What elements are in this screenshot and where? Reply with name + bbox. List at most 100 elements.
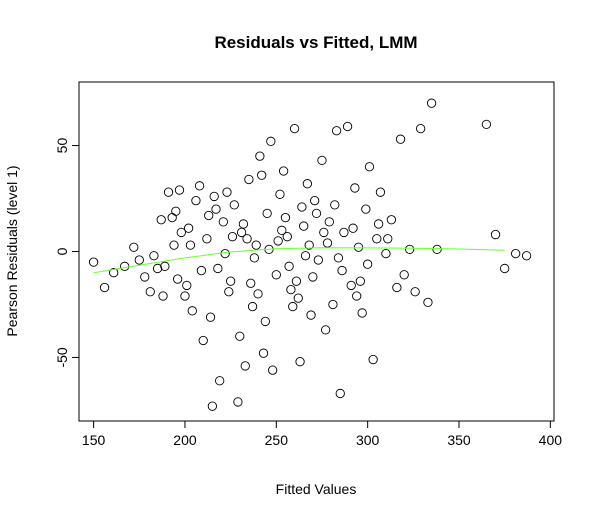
data-point — [183, 223, 194, 233]
data-point — [260, 316, 270, 327]
y-axis-label: Pearson Residuals (level 1) — [4, 165, 20, 336]
data-point — [319, 227, 329, 238]
data-point — [490, 229, 501, 240]
data-point — [174, 185, 185, 195]
data-point — [187, 306, 197, 316]
data-point — [268, 365, 278, 375]
data-point — [145, 287, 155, 297]
data-point — [288, 301, 298, 312]
x-tick-label: 400 — [539, 432, 563, 448]
data-point — [242, 234, 252, 244]
data-point — [291, 276, 302, 286]
data-point — [215, 376, 225, 386]
data-point — [109, 268, 119, 278]
data-point — [300, 251, 311, 261]
data-point — [134, 255, 144, 265]
data-point — [249, 253, 260, 263]
data-point — [375, 187, 386, 197]
data-point — [500, 263, 510, 274]
data-point — [373, 219, 384, 229]
data-point — [233, 397, 243, 407]
data-point — [225, 276, 236, 286]
data-point — [304, 240, 314, 250]
data-point — [277, 225, 287, 235]
x-axis: 150 200 250 300 350 400 — [82, 420, 563, 448]
data-point — [229, 200, 239, 210]
x-tick-label: 200 — [173, 432, 197, 448]
data-point — [182, 280, 192, 291]
data-point — [392, 282, 402, 293]
data-point — [207, 401, 218, 411]
data-point — [202, 234, 212, 244]
data-point — [339, 227, 349, 238]
data-point — [399, 270, 409, 280]
data-point — [357, 308, 367, 318]
x-tick-label: 150 — [82, 432, 106, 448]
x-tick-label: 350 — [447, 432, 471, 448]
data-point — [337, 265, 347, 276]
data-point — [156, 215, 166, 225]
data-point — [282, 232, 292, 242]
data-point — [510, 248, 521, 259]
data-point — [381, 248, 391, 259]
data-point — [280, 212, 291, 223]
data-point — [224, 287, 234, 297]
data-point — [481, 119, 492, 130]
x-tick-label: 250 — [265, 432, 289, 448]
data-point — [99, 282, 110, 293]
x-tick-label: 300 — [356, 432, 380, 448]
data-point — [299, 221, 309, 231]
data-point — [364, 162, 375, 172]
smooth-line — [93, 247, 505, 274]
data-point — [255, 151, 265, 161]
data-point — [353, 242, 364, 252]
data-point — [257, 170, 267, 180]
data-point — [194, 181, 205, 191]
data-point — [169, 240, 179, 250]
data-point — [383, 234, 393, 244]
data-point — [271, 270, 281, 280]
data-point — [171, 206, 181, 216]
data-point — [180, 291, 190, 301]
data-point — [306, 310, 316, 320]
data-point — [395, 134, 406, 144]
data-point — [361, 204, 371, 214]
data-point — [244, 174, 254, 185]
data-point — [355, 276, 365, 286]
data-point — [205, 312, 216, 322]
data-point — [320, 325, 331, 335]
y-tick-label: 50 — [54, 138, 70, 154]
plot-frame — [78, 81, 555, 422]
data-point — [88, 257, 99, 267]
data-point — [284, 261, 294, 271]
data-point — [273, 236, 283, 246]
data-point — [227, 232, 238, 242]
data-point — [324, 217, 334, 227]
data-point — [352, 291, 362, 301]
data-point — [198, 335, 208, 346]
data-point — [331, 126, 342, 136]
data-point — [275, 189, 285, 199]
data-point — [185, 240, 196, 250]
data-point — [152, 263, 163, 274]
y-axis: -50 0 50 — [54, 138, 80, 368]
data-point — [333, 253, 344, 263]
data-point — [191, 195, 201, 206]
data-point — [204, 210, 214, 221]
data-point — [415, 123, 426, 134]
data-point — [410, 287, 420, 297]
chart-title: Residuals vs Fitted, LMM — [214, 33, 417, 52]
data-point — [173, 274, 183, 284]
x-axis-label: Fitted Values — [276, 481, 357, 497]
data-point — [253, 289, 263, 299]
data-point — [289, 123, 300, 134]
data-point — [293, 293, 303, 303]
data-point — [163, 187, 174, 197]
data-point — [317, 155, 327, 166]
data-point — [405, 244, 415, 255]
data-point — [211, 204, 221, 214]
data-point — [251, 240, 261, 250]
y-tick-label: 0 — [54, 247, 70, 255]
data-point — [167, 212, 177, 223]
